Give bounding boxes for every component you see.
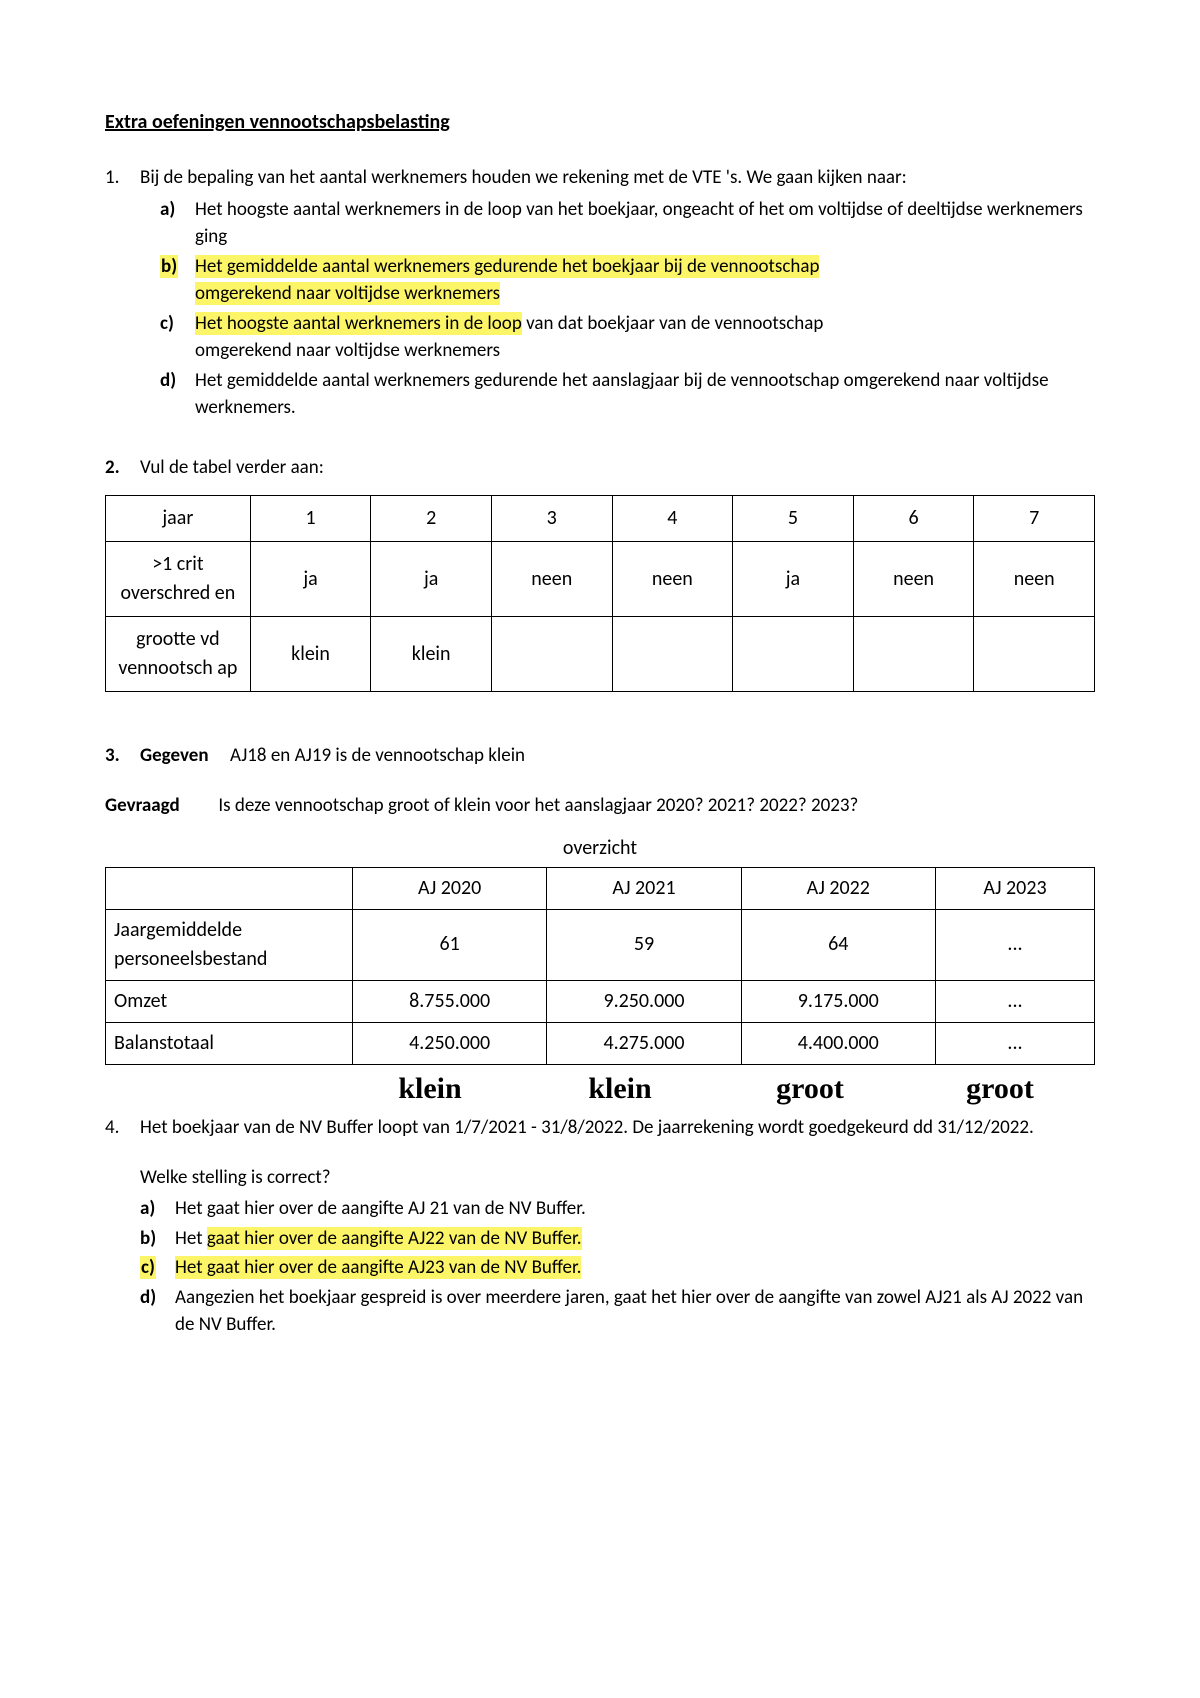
q4b-text: Het gaat hier over de aangifte AJ22 van … xyxy=(175,1225,1095,1253)
q3-gegeven-label: Gegeven xyxy=(140,744,209,767)
question-4: 4. Het boekjaar van de NV Buffer loopt v… xyxy=(105,1114,1095,1339)
q2-intro: Vul de tabel verder aan: xyxy=(140,454,1095,482)
q3-col0 xyxy=(106,867,353,909)
q2-r1-label: >1 crit overschred en xyxy=(106,542,251,617)
document-title: Extra oefeningen vennootschapsbelasting xyxy=(105,110,1095,134)
q4c-text: Het gaat hier over de aangifte AJ23 van … xyxy=(175,1254,1095,1282)
q2-r1c7: neen xyxy=(974,542,1095,617)
q1d-text: Het gemiddelde aantal werknemers geduren… xyxy=(195,367,1095,422)
q1c-text: Het hoogste aantal werknemers in de loop… xyxy=(195,310,1095,365)
q2-r2-label: grootte vd vennootsch ap xyxy=(106,617,251,692)
q4-number: 4. xyxy=(105,1114,140,1142)
q1c-label: c) xyxy=(160,310,195,365)
q3-r0-label: Jaargemiddelde personeelsbestand xyxy=(106,909,353,980)
q4b-label: b) xyxy=(140,1225,175,1253)
q2-r1c5: ja xyxy=(733,542,854,617)
q3-gevraagd-label: Gevraagd xyxy=(105,794,180,817)
q1a-label: a) xyxy=(160,196,195,251)
q3-r0c4: ... xyxy=(935,909,1094,980)
q3-hand-3: groot xyxy=(715,1067,905,1111)
q2-r2c5 xyxy=(733,617,854,692)
q3-r2c3: 4.400.000 xyxy=(741,1022,935,1064)
q3-hand-2: klein xyxy=(525,1067,715,1111)
q3-r1-label: Omzet xyxy=(106,980,353,1022)
q3-overview-title: overzicht xyxy=(105,834,1095,863)
q3-r0c3: 64 xyxy=(741,909,935,980)
q3-r0c2: 59 xyxy=(547,909,741,980)
q1-intro: Bij de bepaling van het aantal werknemer… xyxy=(140,164,1095,192)
q1d-label: d) xyxy=(160,367,195,422)
document-page: Extra oefeningen vennootschapsbelasting … xyxy=(0,0,1200,1698)
q3-r2c4: ... xyxy=(935,1022,1094,1064)
q2-r2c2: klein xyxy=(371,617,492,692)
q3-gegeven-text: AJ18 en AJ19 is de vennootschap klein xyxy=(230,744,525,767)
q2-r2c4 xyxy=(612,617,733,692)
question-1: 1. Bij de bepaling van het aantal werkne… xyxy=(105,164,1095,422)
q2-h6: 6 xyxy=(853,496,974,542)
q2-r2c3 xyxy=(491,617,612,692)
q1-number: 1. xyxy=(105,164,140,192)
q2-r2c1: klein xyxy=(250,617,371,692)
q3-r1c1: 8.755.000 xyxy=(353,980,547,1022)
q4d-label: d) xyxy=(140,1284,175,1339)
q3-r0c1: 61 xyxy=(353,909,547,980)
q3-r2-label: Balanstotaal xyxy=(106,1022,353,1064)
q2-h2: 2 xyxy=(371,496,492,542)
q4a-label: a) xyxy=(140,1195,175,1223)
q3-col1: AJ 2020 xyxy=(353,867,547,909)
q4a-text: Het gaat hier over de aangifte AJ 21 van… xyxy=(175,1195,1095,1223)
q3-r2c2: 4.275.000 xyxy=(547,1022,741,1064)
question-3: 3. Gegeven AJ18 en AJ19 is de vennootsch… xyxy=(105,742,1095,1110)
q2-r1c3: neen xyxy=(491,542,612,617)
q2-r1c4: neen xyxy=(612,542,733,617)
question-2: 2. Vul de tabel verder aan: jaar 1 2 3 4… xyxy=(105,454,1095,693)
q3-number: 3. xyxy=(105,742,140,770)
q3-col4: AJ 2023 xyxy=(935,867,1094,909)
q2-number: 2. xyxy=(105,454,140,482)
q2-r2c7 xyxy=(974,617,1095,692)
q3-r1c2: 9.250.000 xyxy=(547,980,741,1022)
q3-col3: AJ 2022 xyxy=(741,867,935,909)
q2-table: jaar 1 2 3 4 5 6 7 >1 crit overschred en… xyxy=(105,495,1095,692)
q3-r1c3: 9.175.000 xyxy=(741,980,935,1022)
q3-col2: AJ 2021 xyxy=(547,867,741,909)
q2-h1: 1 xyxy=(250,496,371,542)
q4d-text: Aangezien het boekjaar gespreid is over … xyxy=(175,1284,1095,1339)
q3-table: AJ 2020 AJ 2021 AJ 2022 AJ 2023 Jaargemi… xyxy=(105,867,1095,1065)
q2-h7: 7 xyxy=(974,496,1095,542)
q1b-label: b) xyxy=(160,255,178,278)
q1a-text: Het hoogste aantal werknemers in de loop… xyxy=(195,196,1095,251)
q4-intro: Het boekjaar van de NV Buffer loopt van … xyxy=(140,1114,1095,1142)
q2-h5: 5 xyxy=(733,496,854,542)
q4-question: Welke stelling is correct? xyxy=(140,1164,1095,1192)
q2-r2c6 xyxy=(853,617,974,692)
q3-gevraagd-text: Is deze vennootschap groot of klein voor… xyxy=(218,794,858,817)
q2-h4: 4 xyxy=(612,496,733,542)
q3-hand-1: klein xyxy=(335,1067,525,1111)
q3-hand-4: groot xyxy=(905,1067,1095,1111)
q4c-label: c) xyxy=(140,1256,156,1279)
q3-handwritten-answers: klein klein groot groot xyxy=(105,1067,1095,1111)
q2-r1c1: ja xyxy=(250,542,371,617)
q3-r2c1: 4.250.000 xyxy=(353,1022,547,1064)
q1b-text: Het gemiddelde aantal werknemers geduren… xyxy=(195,253,1095,308)
q2-h3: 3 xyxy=(491,496,612,542)
q2-h0: jaar xyxy=(106,496,251,542)
q3-r1c4: ... xyxy=(935,980,1094,1022)
q2-r1c2: ja xyxy=(371,542,492,617)
q2-r1c6: neen xyxy=(853,542,974,617)
